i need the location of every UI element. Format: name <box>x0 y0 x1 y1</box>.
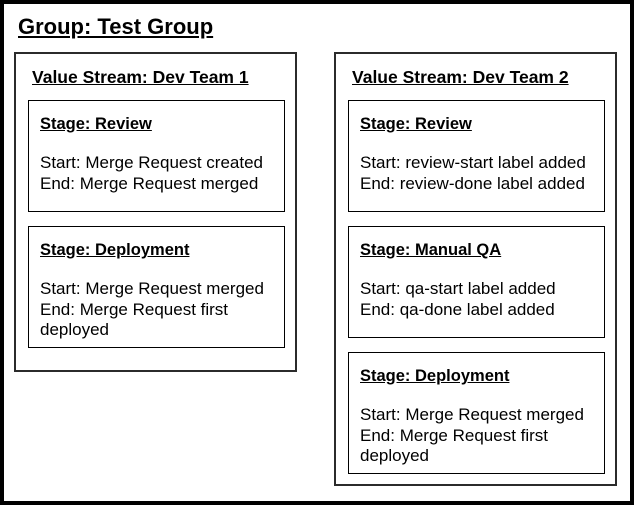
value-streams-container: Value Stream: Dev Team 1 Stage: Review S… <box>14 52 617 486</box>
value-stream-box: Value Stream: Dev Team 1 Stage: Review S… <box>14 52 297 372</box>
stage-start-event: Start: qa-start label added <box>360 279 556 298</box>
stage-box: Stage: Review Start: Merge Request creat… <box>28 100 285 212</box>
stage-title: Stage: Review <box>40 115 152 133</box>
stage-start-event: Start: review-start label added <box>360 153 586 172</box>
stage-box: Stage: Manual QA Start: qa-start label a… <box>348 226 605 338</box>
stage-start-event: Start: Merge Request merged <box>360 405 584 424</box>
stage-end-event: End: qa-done label added <box>360 299 555 319</box>
stage-end-event: End: Merge Request first deployed <box>360 425 549 466</box>
stage-title: Stage: Deployment <box>40 241 190 259</box>
value-stream-title: Value Stream: Dev Team 2 <box>352 67 569 87</box>
stage-title: Stage: Manual QA <box>360 241 502 259</box>
stage-title: Stage: Deployment <box>360 367 510 385</box>
stage-start-event: Start: Merge Request created <box>40 153 264 172</box>
group-title: Group: Test Group <box>18 14 214 39</box>
value-stream-title: Value Stream: Dev Team 1 <box>32 67 249 87</box>
stage-end-event: End: Merge Request first deployed <box>40 299 229 340</box>
stage-start-event: Start: Merge Request merged <box>40 279 264 298</box>
stage-box: Stage: Deployment Start: Merge Request m… <box>28 226 285 348</box>
stage-box: Stage: Deployment Start: Merge Request m… <box>348 352 605 474</box>
stage-end-event: End: review-done label added <box>360 173 585 193</box>
stage-title: Stage: Review <box>360 115 472 133</box>
stage-end-event: End: Merge Request merged <box>40 173 259 193</box>
value-stream-box: Value Stream: Dev Team 2 Stage: Review S… <box>334 52 617 486</box>
stage-box: Stage: Review Start: review-start label … <box>348 100 605 212</box>
